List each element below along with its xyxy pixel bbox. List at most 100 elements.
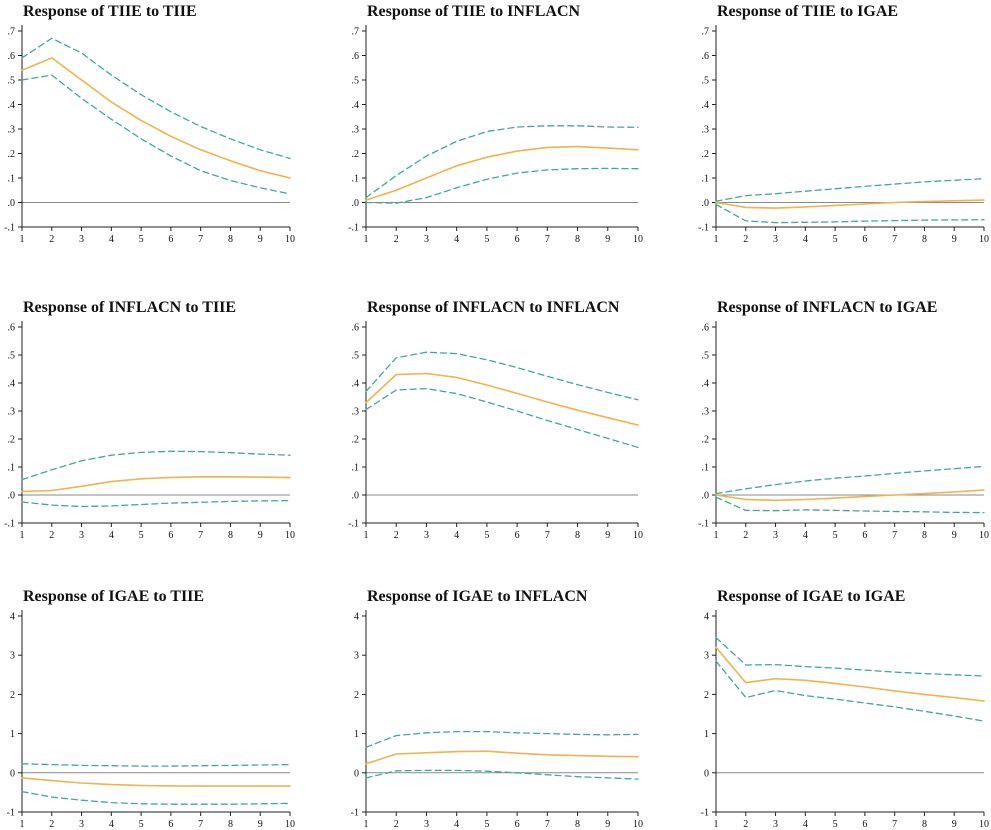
x-tick-label: 3 [79, 819, 84, 830]
x-tick-label: 7 [198, 819, 203, 830]
x-tick-label: 4 [109, 530, 114, 541]
y-tick-label: .0 [8, 491, 16, 502]
y-tick-label: .6 [352, 51, 360, 62]
y-tick-label: 0 [704, 768, 709, 779]
upper-confidence-band [715, 465, 985, 495]
x-tick-label: 6 [862, 530, 867, 541]
x-tick-label: 2 [394, 530, 399, 541]
x-tick-label: 10 [633, 234, 643, 245]
y-tick-label: .4 [352, 379, 360, 390]
x-tick-label: 5 [139, 819, 144, 830]
x-tick-label: 10 [979, 530, 989, 541]
y-tick-label: .5 [352, 76, 360, 87]
x-tick-label: 1 [714, 819, 719, 830]
x-tick-label: 1 [364, 530, 369, 541]
y-tick-label: .5 [702, 351, 710, 362]
response-line [715, 646, 985, 702]
x-tick-label: 5 [139, 234, 144, 245]
irf-panel-igae-to-inflacn: Response of IGAE to INFLACN 4 3 2 1 0 -1 1 2 3 4 5… [330, 553, 660, 830]
x-tick-label: 1 [20, 819, 25, 830]
x-tick-label: 5 [484, 530, 489, 541]
x-tick-label: 4 [803, 234, 808, 245]
x-tick-label: 8 [228, 234, 233, 245]
y-tick-label: .6 [352, 323, 360, 334]
y-tick-label: .1 [702, 463, 710, 474]
x-tick-label: 8 [228, 819, 233, 830]
x-tick-label: 2 [394, 819, 399, 830]
x-tick-label: 3 [773, 234, 778, 245]
y-tick-label: .3 [352, 125, 360, 136]
y-tick-label: .3 [702, 125, 710, 136]
y-tick-label: 1 [704, 729, 709, 740]
irf-panel-inflacn-to-inflacn: Response of INFLACN to INFLACN .6 .5 .4 .3.… [330, 276, 660, 553]
y-tick-label: 3 [354, 651, 359, 662]
x-tick-label: 1 [364, 819, 369, 830]
y-tick-label: 3 [704, 651, 709, 662]
x-tick-label: 7 [545, 234, 550, 245]
y-tick-label: .1 [8, 174, 16, 185]
x-tick-label: 3 [79, 234, 84, 245]
y-tick-label: .7 [352, 27, 360, 38]
response-line [365, 750, 639, 765]
upper-confidence-band [21, 450, 291, 481]
x-tick-label: 5 [484, 234, 489, 245]
lower-confidence-band [365, 167, 639, 204]
y-tick-label: .0 [352, 198, 360, 209]
y-tick-label: -.1 [348, 223, 359, 234]
y-tick-label: .6 [702, 323, 710, 334]
upper-confidence-band [21, 763, 291, 767]
x-tick-label: 7 [198, 234, 203, 245]
panel-title: Response of IGAE to IGAE [717, 588, 906, 605]
lower-confidence-band [715, 496, 985, 514]
x-tick-label: 8 [922, 819, 927, 830]
y-tick-label: .4 [702, 100, 710, 111]
y-tick-label: 1 [10, 729, 15, 740]
y-tick-label: .3 [352, 407, 360, 418]
x-tick-label: 3 [424, 234, 429, 245]
x-tick-label: 1 [20, 530, 25, 541]
x-tick-label: 4 [803, 530, 808, 541]
x-tick-label: 8 [575, 234, 580, 245]
irf-panel-tiie-to-tiie: Response of TIIE to TIIE .7 .6 .5 .4 .3 .2 .1.… [0, 0, 330, 276]
x-tick-label: 7 [545, 530, 550, 541]
x-tick-label: 10 [285, 234, 295, 245]
y-tick-label: .2 [702, 435, 710, 446]
upper-confidence-band [715, 636, 985, 677]
x-tick-label: 6 [515, 530, 520, 541]
y-tick-label: .4 [8, 379, 16, 390]
upper-confidence-band [365, 730, 639, 748]
y-tick-label: .6 [702, 51, 710, 62]
panel-title: Response of IGAE to TIIE [23, 588, 205, 605]
response-line [715, 489, 985, 502]
chart-canvas: .7 .6 .5 .4 .3 .2 .1 .0 -.1 1 2 3 4 5 6 7 8 9 10 [348, 25, 643, 245]
x-tick-label: 10 [285, 530, 295, 541]
y-tick-label: 3 [10, 651, 15, 662]
panel-title: Response of IGAE to INFLACN [367, 588, 588, 605]
x-tick-label: 10 [979, 819, 989, 830]
irf-panel-igae-to-igae: Response of IGAE to IGAE 4 3 2 1 0 -1 1 2 3 4 5 6 7 8… [660, 553, 991, 830]
x-tick-label: 6 [515, 819, 520, 830]
x-tick-label: 5 [833, 819, 838, 830]
x-tick-label: 6 [168, 234, 173, 245]
y-tick-label: .0 [702, 491, 710, 502]
chart-canvas: .6 .5 .4 .3 .2 .1 .0 -.1 1 2 3 4 5 6 7 8 9 10 [348, 321, 643, 541]
x-tick-label: 6 [515, 234, 520, 245]
y-tick-label: -.1 [4, 519, 15, 530]
x-tick-label: 10 [285, 819, 295, 830]
upper-confidence-band [365, 351, 639, 401]
y-tick-label: .2 [8, 149, 16, 160]
y-tick-label: 2 [354, 690, 359, 701]
x-tick-label: 8 [922, 530, 927, 541]
x-tick-label: 8 [575, 819, 580, 830]
y-tick-label: .0 [702, 198, 710, 209]
y-tick-label: .1 [352, 174, 360, 185]
response-line [21, 57, 291, 179]
panel-title: Response of TIIE to IGAE [717, 3, 899, 20]
y-tick-label: .1 [8, 463, 16, 474]
panel-title: Response of INFLACN to INFLACN [367, 299, 620, 316]
x-tick-label: 5 [833, 530, 838, 541]
y-tick-label: -.1 [4, 223, 15, 234]
